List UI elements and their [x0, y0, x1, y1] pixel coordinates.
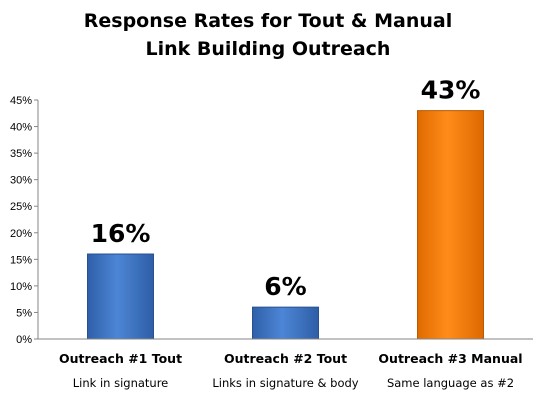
data-label-1: 16%: [91, 219, 151, 248]
category-subtitle-3: Same language as #2: [387, 376, 514, 390]
category-labels: Outreach #1 Tout Link in signature Outreac…: [59, 351, 523, 390]
chart-title-line-1: Response Rates for Tout & Manual: [84, 10, 452, 32]
bar-2: [252, 306, 319, 340]
category-subtitle-1: Link in signature: [73, 376, 169, 390]
bar-1: [87, 253, 154, 340]
data-label-2: 6%: [264, 272, 306, 301]
y-tick-label: 25%: [10, 201, 32, 213]
y-tick-label: 45%: [10, 95, 32, 107]
y-tick-label: 0%: [16, 334, 32, 346]
y-tick-label: 5%: [16, 307, 32, 319]
y-tick-label: 30%: [10, 175, 32, 187]
y-tick-label: 35%: [10, 148, 32, 160]
y-axis-ticks: 0% 5% 10% 15% 20% 25% 30% 35% 40% 45%: [10, 95, 38, 346]
category-label-1: Outreach #1 Tout: [59, 351, 182, 366]
category-label-2: Outreach #2 Tout: [224, 351, 347, 366]
y-tick-label: 15%: [10, 254, 32, 266]
chart-title-line-2: Link Building Outreach: [146, 38, 391, 60]
y-tick-label: 40%: [10, 122, 32, 134]
data-labels: 16% 6% 43%: [91, 76, 481, 302]
y-tick-label: 20%: [10, 228, 32, 240]
y-tick-label: 10%: [10, 281, 32, 293]
category-subtitle-2: Links in signature & body: [212, 376, 358, 390]
data-label-3: 43%: [421, 76, 481, 105]
category-label-3: Outreach #3 Manual: [378, 351, 522, 366]
bar-3: [417, 110, 484, 340]
